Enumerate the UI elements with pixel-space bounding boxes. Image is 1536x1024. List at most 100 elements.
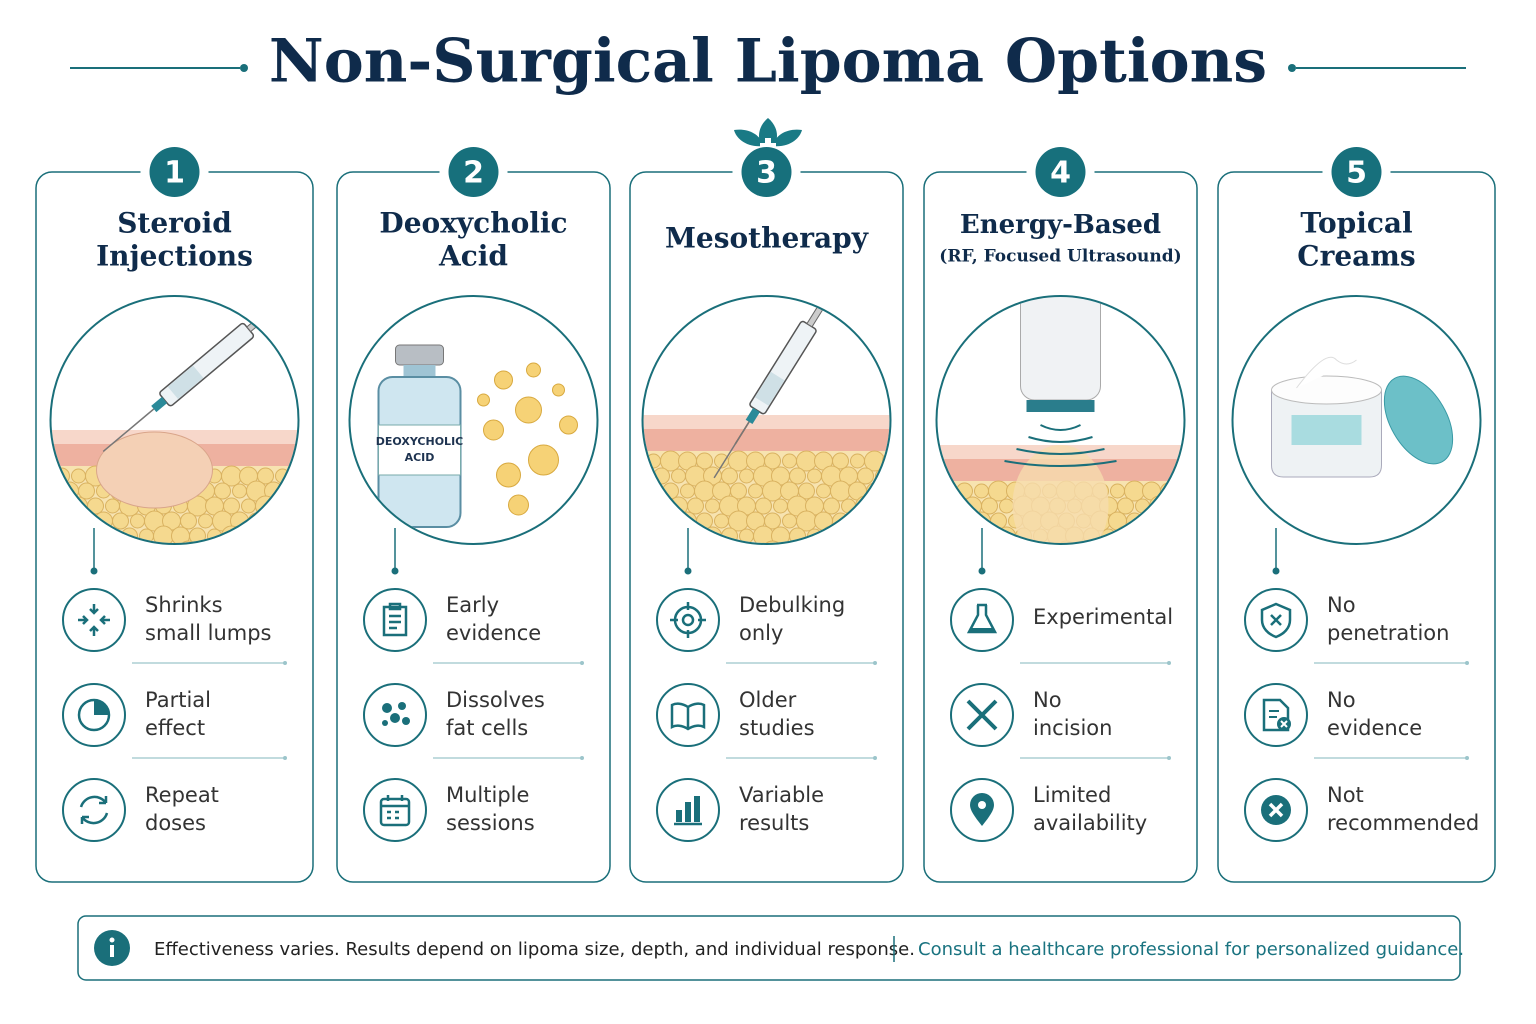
illustration-part bbox=[764, 512, 781, 530]
icon-part bbox=[379, 797, 411, 827]
icon-part bbox=[1268, 802, 1284, 818]
illustration-part bbox=[515, 396, 542, 424]
illustration-part bbox=[1117, 497, 1134, 515]
illustration-part bbox=[403, 365, 436, 377]
option-subtitle: (RF, Focused Ultrasound) bbox=[939, 247, 1181, 267]
point-text: Repeat bbox=[145, 783, 219, 807]
option-title: Acid bbox=[438, 240, 508, 273]
icon-part bbox=[978, 801, 986, 809]
point-icon bbox=[1261, 795, 1291, 825]
icon-part bbox=[670, 602, 706, 638]
point-text: No bbox=[1327, 593, 1356, 617]
point-icon bbox=[670, 702, 706, 731]
point-text: availability bbox=[1033, 811, 1147, 835]
number-badge bbox=[1331, 147, 1382, 197]
connector-dot bbox=[90, 567, 98, 575]
separator-dot bbox=[1465, 661, 1469, 665]
connector-dot bbox=[1272, 567, 1280, 575]
illustration-part bbox=[643, 415, 890, 429]
illustration bbox=[641, 295, 892, 545]
icon-part bbox=[1280, 720, 1288, 728]
point-text: Variable bbox=[739, 783, 824, 807]
number-badge bbox=[448, 147, 499, 197]
illustration-part bbox=[223, 497, 240, 515]
point-text: Not bbox=[1327, 783, 1364, 807]
point-text: Dissolves bbox=[446, 688, 545, 712]
icon-part bbox=[94, 700, 109, 715]
illustration-part bbox=[755, 371, 785, 406]
option-title: Steroid bbox=[117, 207, 232, 240]
option-number: 3 bbox=[756, 156, 777, 191]
point-text: Limited bbox=[1033, 783, 1111, 807]
illustration-part bbox=[974, 483, 989, 499]
illustration-part bbox=[981, 497, 998, 515]
option-title: Injections bbox=[96, 240, 253, 273]
illustration-part bbox=[999, 498, 1014, 514]
footer-advice: Consult a healthcare professional for pe… bbox=[918, 939, 1464, 960]
point-text: Partial bbox=[145, 688, 211, 712]
illustration-part bbox=[241, 498, 256, 514]
illustration-part bbox=[71, 468, 86, 484]
vial-label: ACID bbox=[405, 451, 435, 464]
point-icon bbox=[382, 602, 408, 637]
illustration-part bbox=[167, 365, 204, 400]
illustration-part bbox=[764, 452, 781, 470]
illustration-part bbox=[745, 407, 760, 424]
title-dot bbox=[240, 64, 248, 72]
point-icon bbox=[966, 699, 998, 731]
separator-dot bbox=[1167, 661, 1171, 665]
separator-dot bbox=[1465, 756, 1469, 760]
vial-label: DEOXYCHOLIC bbox=[376, 435, 463, 448]
illustration-part bbox=[477, 393, 490, 407]
separator-dot bbox=[873, 661, 877, 665]
footer-box bbox=[77, 915, 1461, 981]
point-icon bbox=[670, 602, 706, 638]
illustration-part bbox=[687, 497, 704, 515]
illustration-part bbox=[713, 297, 845, 479]
connector-dot bbox=[978, 567, 986, 575]
point-text: No bbox=[1327, 688, 1356, 712]
point-text: fat cells bbox=[446, 716, 528, 740]
point-text: recommended bbox=[1327, 811, 1479, 835]
icon-part bbox=[676, 810, 682, 822]
option-number: 4 bbox=[1050, 156, 1071, 191]
point-text: doses bbox=[145, 811, 206, 835]
illustration-part bbox=[494, 370, 513, 390]
connector-dot bbox=[391, 567, 399, 575]
point-icon-ring bbox=[363, 778, 427, 842]
point-text: Shrinks bbox=[145, 593, 223, 617]
illustration-frame bbox=[49, 295, 300, 545]
illustration-part bbox=[378, 424, 461, 476]
point-text: evidence bbox=[1327, 716, 1422, 740]
illustration-part bbox=[78, 482, 95, 500]
cross bbox=[760, 138, 776, 154]
illustration-part bbox=[1012, 445, 1109, 543]
icon-part bbox=[381, 795, 409, 820]
option-title: Deoxycholic bbox=[379, 207, 567, 240]
illustration-part bbox=[1026, 400, 1095, 412]
illustration-part bbox=[496, 462, 521, 488]
illustration-part bbox=[395, 344, 444, 366]
illustration-part bbox=[1028, 436, 1093, 443]
footer-note: Effectiveness varies. Results depend on … bbox=[154, 939, 915, 960]
point-text: small lumps bbox=[145, 621, 271, 645]
icon-part bbox=[685, 802, 691, 822]
illustration: DEOXYCHOLIC ACID bbox=[348, 295, 599, 545]
number-badge bbox=[741, 147, 792, 197]
icon-part bbox=[681, 613, 695, 627]
illustration-part bbox=[1296, 356, 1357, 389]
illustration-part bbox=[755, 497, 772, 515]
icon-part bbox=[78, 604, 110, 636]
illustration-frame bbox=[935, 295, 1186, 545]
icon-part bbox=[382, 720, 388, 726]
illustration-part bbox=[730, 482, 747, 500]
point-icon-ring bbox=[62, 778, 126, 842]
point-icon bbox=[79, 795, 109, 825]
illustration-part bbox=[680, 483, 695, 499]
separator-dot bbox=[283, 661, 287, 665]
illustration-part bbox=[782, 513, 797, 529]
connector-dot bbox=[684, 567, 692, 575]
illustration-part bbox=[807, 468, 822, 484]
illustration-part bbox=[130, 513, 145, 529]
point-text: only bbox=[739, 621, 783, 645]
